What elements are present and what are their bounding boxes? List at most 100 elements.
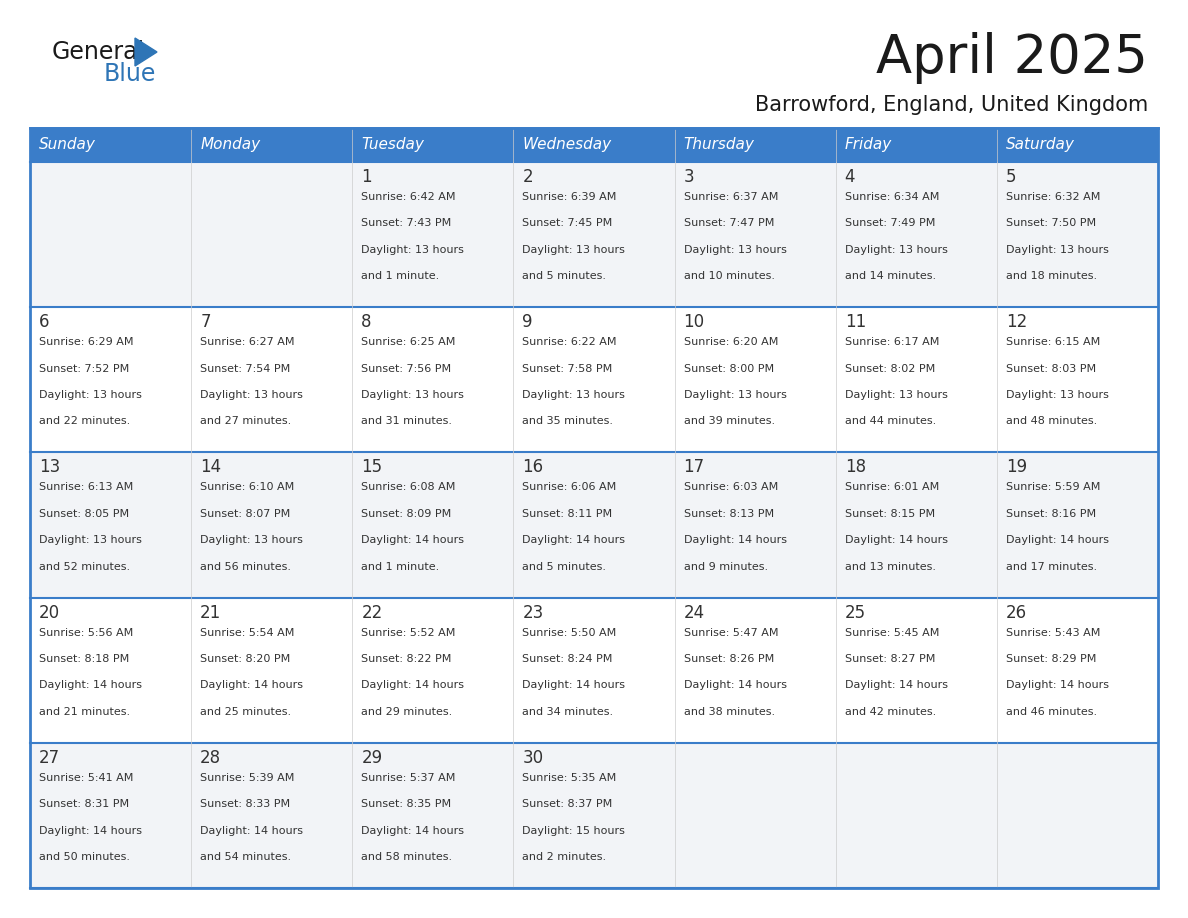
Text: Daylight: 14 hours: Daylight: 14 hours xyxy=(200,825,303,835)
Text: 16: 16 xyxy=(523,458,544,476)
Text: Sunrise: 5:54 AM: Sunrise: 5:54 AM xyxy=(200,628,295,638)
Text: Sunrise: 5:35 AM: Sunrise: 5:35 AM xyxy=(523,773,617,783)
Text: Wednesday: Wednesday xyxy=(523,138,612,152)
Text: and 34 minutes.: and 34 minutes. xyxy=(523,707,613,717)
Text: and 1 minute.: and 1 minute. xyxy=(361,562,440,572)
Text: and 1 minute.: and 1 minute. xyxy=(361,271,440,281)
Text: Sunset: 8:29 PM: Sunset: 8:29 PM xyxy=(1006,654,1097,664)
Text: Sunrise: 5:43 AM: Sunrise: 5:43 AM xyxy=(1006,628,1100,638)
Text: Saturday: Saturday xyxy=(1006,138,1075,152)
Bar xyxy=(30,598,191,743)
Text: 30: 30 xyxy=(523,749,544,767)
Text: Daylight: 14 hours: Daylight: 14 hours xyxy=(39,680,143,690)
Bar xyxy=(513,453,675,598)
Bar xyxy=(675,453,835,598)
Text: and 52 minutes.: and 52 minutes. xyxy=(39,562,131,572)
Text: and 27 minutes.: and 27 minutes. xyxy=(200,417,291,426)
Text: Sunrise: 5:37 AM: Sunrise: 5:37 AM xyxy=(361,773,456,783)
Bar xyxy=(997,598,1158,743)
Bar xyxy=(835,453,997,598)
Bar xyxy=(30,453,191,598)
Text: 8: 8 xyxy=(361,313,372,331)
Text: 24: 24 xyxy=(683,604,704,621)
Bar xyxy=(675,743,835,888)
Bar xyxy=(835,308,997,453)
Text: Thursday: Thursday xyxy=(683,138,754,152)
Text: and 31 minutes.: and 31 minutes. xyxy=(361,417,453,426)
Text: 27: 27 xyxy=(39,749,61,767)
Text: Daylight: 13 hours: Daylight: 13 hours xyxy=(683,390,786,400)
Bar xyxy=(353,453,513,598)
Text: 3: 3 xyxy=(683,168,694,186)
Text: Daylight: 13 hours: Daylight: 13 hours xyxy=(683,245,786,255)
Text: Sunset: 8:16 PM: Sunset: 8:16 PM xyxy=(1006,509,1097,519)
Text: Sunrise: 6:03 AM: Sunrise: 6:03 AM xyxy=(683,482,778,492)
Text: Sunrise: 5:50 AM: Sunrise: 5:50 AM xyxy=(523,628,617,638)
Text: Sunset: 7:43 PM: Sunset: 7:43 PM xyxy=(361,218,451,229)
Bar xyxy=(675,598,835,743)
Text: Sunrise: 5:56 AM: Sunrise: 5:56 AM xyxy=(39,628,133,638)
Text: Sunrise: 6:25 AM: Sunrise: 6:25 AM xyxy=(361,337,456,347)
Text: 10: 10 xyxy=(683,313,704,331)
Text: and 22 minutes.: and 22 minutes. xyxy=(39,417,131,426)
Text: 25: 25 xyxy=(845,604,866,621)
Text: and 44 minutes.: and 44 minutes. xyxy=(845,417,936,426)
Bar xyxy=(30,128,191,162)
Text: and 48 minutes.: and 48 minutes. xyxy=(1006,417,1097,426)
Text: Tuesday: Tuesday xyxy=(361,138,424,152)
Text: Sunrise: 6:22 AM: Sunrise: 6:22 AM xyxy=(523,337,617,347)
Text: Daylight: 14 hours: Daylight: 14 hours xyxy=(683,535,786,545)
Text: Sunset: 8:24 PM: Sunset: 8:24 PM xyxy=(523,654,613,664)
Bar xyxy=(191,598,353,743)
Bar xyxy=(353,743,513,888)
Bar xyxy=(997,743,1158,888)
Text: Barrowford, England, United Kingdom: Barrowford, England, United Kingdom xyxy=(754,95,1148,115)
Text: Sunset: 7:58 PM: Sunset: 7:58 PM xyxy=(523,364,613,374)
Text: Daylight: 14 hours: Daylight: 14 hours xyxy=(845,680,948,690)
Text: 21: 21 xyxy=(200,604,221,621)
Text: Sunday: Sunday xyxy=(39,138,96,152)
Text: Daylight: 14 hours: Daylight: 14 hours xyxy=(523,680,625,690)
Bar xyxy=(513,308,675,453)
Text: 17: 17 xyxy=(683,458,704,476)
Text: Sunrise: 5:59 AM: Sunrise: 5:59 AM xyxy=(1006,482,1100,492)
Text: Sunrise: 6:34 AM: Sunrise: 6:34 AM xyxy=(845,192,939,202)
Text: 9: 9 xyxy=(523,313,533,331)
Text: 19: 19 xyxy=(1006,458,1026,476)
Text: Sunset: 7:49 PM: Sunset: 7:49 PM xyxy=(845,218,935,229)
Text: Daylight: 14 hours: Daylight: 14 hours xyxy=(39,825,143,835)
Text: 20: 20 xyxy=(39,604,61,621)
Text: Sunrise: 6:10 AM: Sunrise: 6:10 AM xyxy=(200,482,295,492)
Text: Sunset: 8:15 PM: Sunset: 8:15 PM xyxy=(845,509,935,519)
Text: Sunrise: 5:52 AM: Sunrise: 5:52 AM xyxy=(361,628,456,638)
Text: 12: 12 xyxy=(1006,313,1028,331)
Text: Sunset: 8:13 PM: Sunset: 8:13 PM xyxy=(683,509,773,519)
Bar xyxy=(191,308,353,453)
Text: Daylight: 13 hours: Daylight: 13 hours xyxy=(361,390,465,400)
Text: and 9 minutes.: and 9 minutes. xyxy=(683,562,767,572)
Text: Friday: Friday xyxy=(845,138,892,152)
Bar xyxy=(191,453,353,598)
Bar xyxy=(513,743,675,888)
Text: 29: 29 xyxy=(361,749,383,767)
Text: Daylight: 13 hours: Daylight: 13 hours xyxy=(39,390,141,400)
Text: Sunset: 7:50 PM: Sunset: 7:50 PM xyxy=(1006,218,1097,229)
Bar xyxy=(835,743,997,888)
Bar xyxy=(191,162,353,308)
Text: Sunrise: 5:47 AM: Sunrise: 5:47 AM xyxy=(683,628,778,638)
Text: 7: 7 xyxy=(200,313,210,331)
Text: April 2025: April 2025 xyxy=(876,32,1148,84)
Text: Sunset: 7:52 PM: Sunset: 7:52 PM xyxy=(39,364,129,374)
Text: Daylight: 14 hours: Daylight: 14 hours xyxy=(361,680,465,690)
Text: Sunset: 7:45 PM: Sunset: 7:45 PM xyxy=(523,218,613,229)
Text: Sunset: 8:27 PM: Sunset: 8:27 PM xyxy=(845,654,935,664)
Bar xyxy=(513,162,675,308)
Bar xyxy=(997,162,1158,308)
Text: and 5 minutes.: and 5 minutes. xyxy=(523,562,606,572)
Text: Sunrise: 6:39 AM: Sunrise: 6:39 AM xyxy=(523,192,617,202)
Bar xyxy=(675,128,835,162)
Bar xyxy=(353,162,513,308)
Bar xyxy=(513,128,675,162)
Bar xyxy=(191,128,353,162)
Bar xyxy=(30,743,191,888)
